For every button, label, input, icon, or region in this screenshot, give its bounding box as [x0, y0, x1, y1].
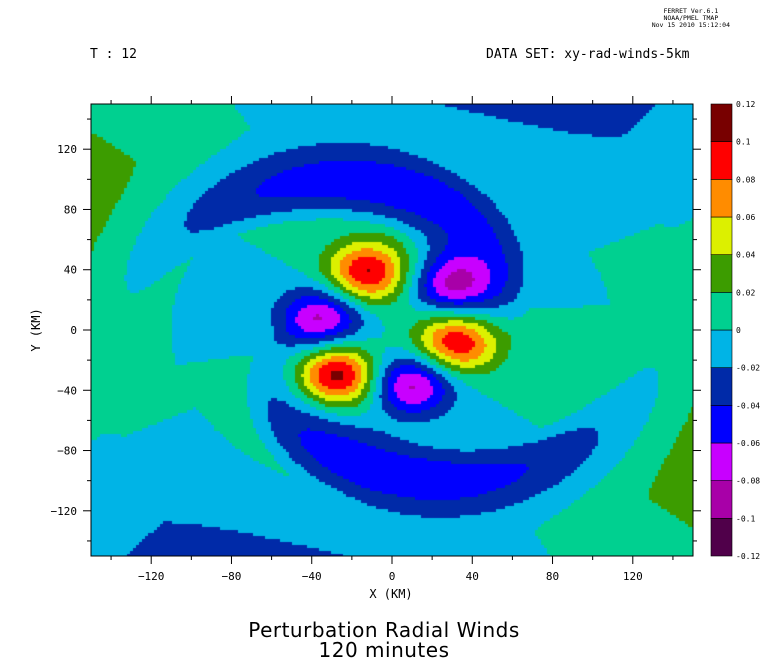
colorbar-swatch [710, 216, 733, 255]
x-tick-label: 40 [466, 570, 479, 583]
x-tick-label: −40 [302, 570, 322, 583]
plot-area [90, 103, 694, 557]
colorbar-swatch [710, 367, 733, 406]
x-tick-label: 0 [389, 570, 396, 583]
colorbar-label: 0.02 [736, 288, 755, 297]
colorbar-label: -0.06 [736, 439, 760, 448]
colorbar-label: -0.12 [736, 552, 760, 561]
colorbar-swatch [710, 141, 733, 180]
contour-field [91, 104, 693, 556]
colorbar-label: -0.02 [736, 364, 760, 373]
caption-line-1: Perturbation Radial Winds [248, 618, 520, 642]
colorbar-label: 0.1 [736, 138, 751, 147]
colorbar: -0.12 -0.1 -0.08 -0.06 -0.04 -0.02 0 0.02 0.04 0.… [710, 100, 760, 561]
x-axis-label: X (KM) [369, 587, 412, 601]
stamp-line-1: FERRET Ver.6.1 [663, 7, 719, 15]
colorbar-label: 0.06 [736, 213, 755, 222]
colorbar-swatch [710, 405, 733, 444]
caption-line-2: 120 minutes [318, 638, 450, 662]
colorbar-label: 0.12 [736, 100, 755, 109]
stamp-line-2: NOAA/PMEL TMAP [663, 14, 719, 22]
y-axis-label: Y (KM) [29, 308, 43, 351]
y-tick-label: 40 [64, 264, 77, 277]
dataset-label: DATA SET: xy-rad-winds-5km [486, 47, 690, 62]
colorbar-swatch [710, 103, 733, 142]
y-tick-label: 80 [64, 203, 77, 216]
colorbar-swatch [710, 442, 733, 481]
colorbar-label: 0.04 [736, 251, 755, 260]
y-tick-label: −80 [57, 445, 77, 458]
ferret-stamp: FERRET Ver.6.1 NOAA/PMEL TMAP Nov 15 201… [652, 8, 730, 29]
colorbar-swatch [710, 292, 733, 331]
y-tick-label: 120 [57, 143, 77, 156]
colorbar-label: 0.08 [736, 175, 755, 184]
colorbar-label: -0.04 [736, 401, 760, 410]
y-tick-label: 0 [70, 324, 77, 337]
time-label: T : 12 [90, 47, 137, 62]
colorbar-label: 0 [736, 326, 741, 335]
colorbar-swatch [710, 480, 733, 519]
colorbar-swatch [710, 179, 733, 218]
axes: −120 −80 −40 0 40 80 120 −120 −80 −40 0 40 80 120 [51, 96, 701, 583]
colorbar-swatch [710, 254, 733, 293]
colorbar-label: -0.08 [736, 477, 760, 486]
x-tick-label: 80 [546, 570, 559, 583]
stamp-line-3: Nov 15 2010 15:12:04 [651, 21, 730, 29]
colorbar-swatch [710, 329, 733, 368]
y-tick-label: −120 [51, 505, 78, 518]
x-tick-label: −80 [222, 570, 242, 583]
x-tick-label: 120 [623, 570, 643, 583]
y-tick-label: −40 [57, 384, 77, 397]
colorbar-label: -0.1 [736, 514, 755, 523]
x-tick-label: −120 [138, 570, 165, 583]
colorbar-swatch [710, 518, 733, 557]
